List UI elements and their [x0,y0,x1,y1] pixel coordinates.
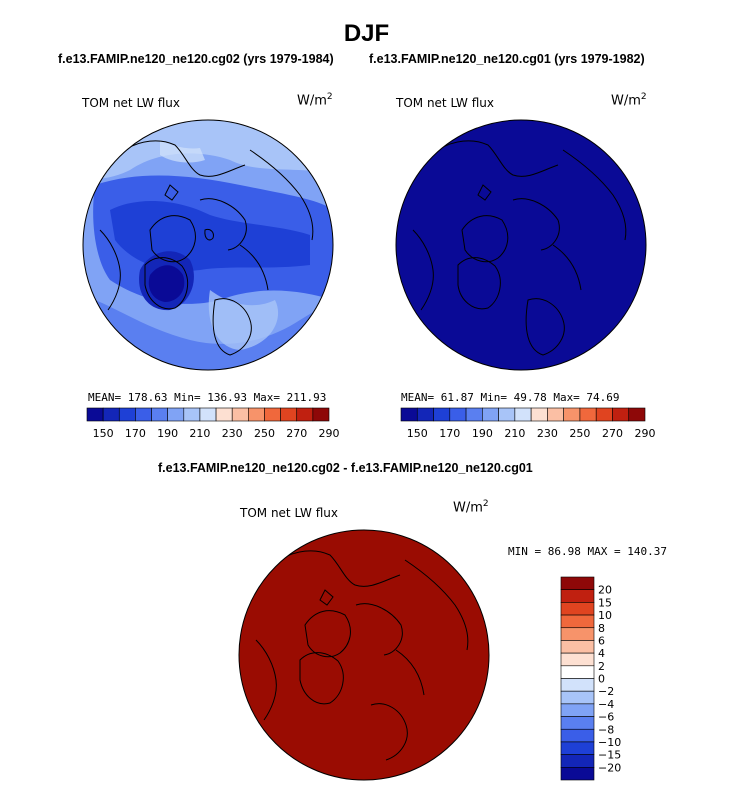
colorbar-tick-label: −4 [598,698,614,711]
colorbar-swatch [296,407,314,422]
colorbar-tick-label: −6 [598,711,614,724]
colorbar-tick-label: 170 [439,427,460,440]
colorbar-swatch [86,407,104,422]
colorbar-tick-label: 4 [598,647,605,660]
colorbar-swatch [530,407,548,422]
colorbar-tick-label: 250 [254,427,275,440]
colorbar-tick-label: 230 [537,427,558,440]
diff-map [238,529,490,781]
colorbar-swatch [563,407,581,422]
colorbar-tick-label: 6 [598,634,605,647]
panel-a-subtitle: f.e13.FAMIP.ne120_ne120.cg02 (yrs 1979-1… [58,52,334,66]
colorbar-swatch [449,407,467,422]
colorbar-tick-label: 150 [407,427,428,440]
colorbar-swatch [167,407,185,422]
colorbar-tick-label: 190 [472,427,493,440]
panel-b-colorbar: 150 170 190 210 230 250 270 290 [400,407,656,440]
colorbar-swatch [248,407,265,422]
colorbar-swatch [560,640,595,654]
colorbar-swatch [416,407,434,422]
colorbar-swatch [560,665,595,679]
colorbar-swatch [560,602,595,616]
colorbar-swatch [560,589,595,603]
colorbar-tick-label: −20 [598,761,621,774]
colorbar-swatch [560,627,595,641]
panel-b-map [395,119,647,371]
colorbar-tick-label: 210 [189,427,210,440]
colorbar-tick-label: 170 [125,427,146,440]
colorbar-swatch [400,407,418,422]
colorbar-swatch [560,576,595,590]
colorbar-tick-label: 2 [598,660,605,673]
colorbar-tick-label: −8 [598,723,614,736]
season-title: DJF [343,20,390,47]
colorbar-tick-label: 250 [569,427,590,440]
colorbar-swatch [482,407,499,422]
diff-variable: TOM net LW flux [240,506,338,520]
colorbar-swatch [560,716,595,730]
diff-subtitle: f.e13.FAMIP.ne120_ne120.cg02 - f.e13.FAM… [158,461,533,475]
colorbar-tick-label: 10 [598,609,612,622]
colorbar-swatch [579,407,597,422]
colorbar-tick-label: 150 [93,427,114,440]
colorbar-swatch [560,652,595,667]
colorbar-swatch [560,741,595,755]
colorbar-tick-label: −2 [598,685,614,698]
panel-a-variable: TOM net LW flux [82,96,180,110]
colorbar-swatch [498,407,516,422]
colorbar-swatch [151,407,168,422]
colorbar-tick-label: 230 [222,427,243,440]
colorbar-swatch [595,407,613,422]
colorbar-swatch [560,614,595,629]
colorbar-swatch [312,407,330,422]
colorbar-tick-label: 0 [598,673,605,686]
colorbar-swatch [102,407,120,422]
colorbar-swatch [215,407,233,422]
panel-a-colorbar: 150 170 190 210 230 250 270 290 [86,407,340,440]
colorbar-swatch [199,407,217,422]
colorbar-tick-label: 270 [286,427,307,440]
colorbar-swatch [612,407,630,422]
colorbar-tick-label: 8 [598,622,605,635]
panel-a-map [82,119,334,371]
colorbar-swatch [465,407,483,422]
colorbar-swatch [560,678,595,692]
colorbar-swatch [628,407,646,422]
colorbar-swatch [264,407,281,422]
colorbar-swatch [560,690,595,705]
colorbar-tick-label: 15 [598,596,612,609]
colorbar-swatch [547,407,564,422]
colorbar-tick-label: 290 [319,427,340,440]
colorbar-swatch [231,407,249,422]
panel-b-units: W/m2 [611,92,647,109]
colorbar-swatch [433,407,451,422]
diff-stats: MIN = 86.98 MAX = 140.37 [508,545,667,558]
colorbar-swatch [280,407,298,422]
colorbar-swatch [560,703,595,717]
diff-units: W/m2 [453,499,489,516]
colorbar-swatch [135,407,152,422]
colorbar-tick-label: 210 [504,427,525,440]
panel-a-stats: MEAN= 178.63 Min= 136.93 Max= 211.93 [88,391,327,404]
colorbar-swatch [560,728,595,743]
colorbar-swatch [560,767,595,781]
colorbar-swatch [514,407,532,422]
colorbar-tick-label: 20 [598,584,612,597]
colorbar-tick-label: 290 [635,427,656,440]
panel-b-variable: TOM net LW flux [396,96,494,110]
panel-a-units: W/m2 [297,92,333,109]
colorbar-tick-label: −10 [598,736,621,749]
colorbar-swatch [560,754,595,768]
colorbar-tick-label: 190 [157,427,178,440]
panel-b-subtitle: f.e13.FAMIP.ne120_ne120.cg01 (yrs 1979-1… [369,52,645,66]
colorbar-swatch [118,407,136,422]
panel-b-stats: MEAN= 61.87 Min= 49.78 Max= 74.69 [401,391,620,404]
colorbar-swatch [183,407,201,422]
colorbar-tick-label: 270 [602,427,623,440]
colorbar-tick-label: −15 [598,749,621,762]
